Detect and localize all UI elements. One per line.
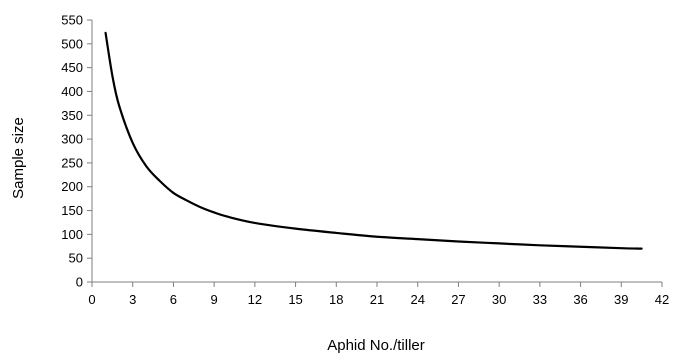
y-tick-label: 300 — [61, 132, 83, 147]
y-tick-label: 450 — [61, 60, 83, 75]
y-tick-label: 0 — [76, 275, 83, 290]
y-tick-label: 100 — [61, 227, 83, 242]
x-tick-label: 12 — [248, 292, 262, 307]
x-tick-label: 6 — [170, 292, 177, 307]
y-tick-label: 50 — [69, 251, 83, 266]
y-tick-label: 400 — [61, 84, 83, 99]
y-tick-label: 350 — [61, 108, 83, 123]
y-axis-title: Sample size — [10, 117, 27, 199]
x-tick-label: 42 — [655, 292, 669, 307]
series-line-1 — [104, 31, 643, 250]
x-tick-label: 39 — [614, 292, 628, 307]
y-tick-label: 200 — [61, 179, 83, 194]
y-tick-label: 150 — [61, 203, 83, 218]
y-tick-label: 550 — [61, 13, 83, 28]
x-tick-label: 24 — [410, 292, 424, 307]
x-tick-label: 9 — [211, 292, 218, 307]
x-tick-label: 36 — [573, 292, 587, 307]
x-tick-label: 18 — [329, 292, 343, 307]
x-tick-label: 27 — [451, 292, 465, 307]
x-tick-label: 3 — [129, 292, 136, 307]
y-tick-label: 250 — [61, 155, 83, 170]
x-axis-title: Aphid No./tiller — [327, 337, 425, 354]
y-tick-label: 500 — [61, 36, 83, 51]
x-tick-label: 15 — [288, 292, 302, 307]
x-tick-label: 33 — [533, 292, 547, 307]
x-tick-label: 30 — [492, 292, 506, 307]
x-tick-label: 21 — [370, 292, 384, 307]
x-tick-label: 0 — [88, 292, 95, 307]
